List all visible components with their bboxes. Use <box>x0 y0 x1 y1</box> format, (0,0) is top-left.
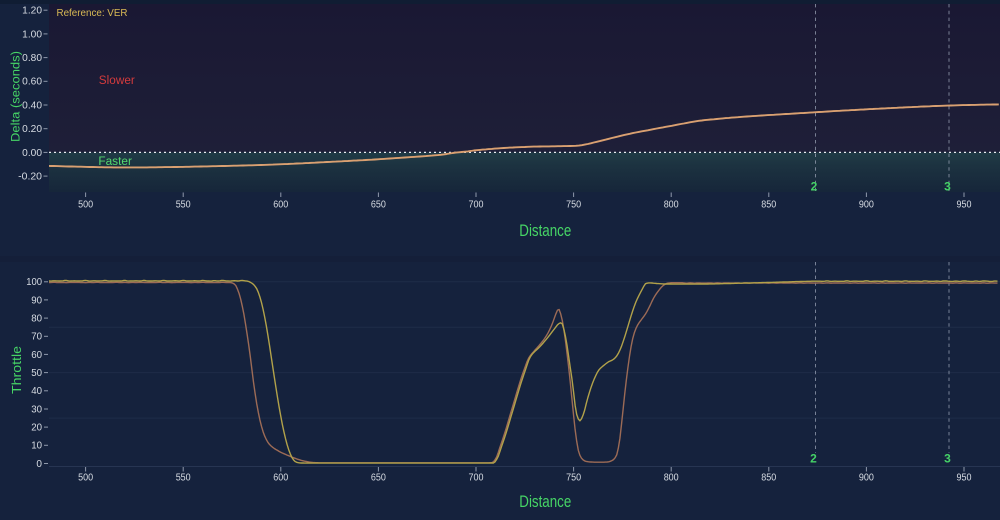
svg-text:30: 30 <box>31 404 42 415</box>
svg-text:Delta (seconds): Delta (seconds) <box>11 51 23 142</box>
svg-text:50: 50 <box>31 368 42 379</box>
svg-text:550: 550 <box>176 472 191 483</box>
svg-text:850: 850 <box>761 472 776 483</box>
svg-text:2: 2 <box>810 452 817 466</box>
svg-text:100: 100 <box>26 277 42 288</box>
svg-text:0.60: 0.60 <box>22 77 42 88</box>
svg-text:900: 900 <box>859 472 874 483</box>
svg-text:60: 60 <box>31 350 42 361</box>
svg-text:800: 800 <box>664 472 679 483</box>
svg-text:950: 950 <box>957 199 972 210</box>
svg-text:20: 20 <box>31 423 42 434</box>
svg-text:0.40: 0.40 <box>22 100 42 111</box>
svg-text:80: 80 <box>31 314 42 325</box>
svg-text:Reference: VER: Reference: VER <box>57 8 128 19</box>
svg-text:600: 600 <box>273 199 288 210</box>
svg-text:10: 10 <box>31 441 42 452</box>
svg-text:0.80: 0.80 <box>22 53 42 64</box>
svg-text:500: 500 <box>78 472 93 483</box>
svg-text:700: 700 <box>469 472 484 483</box>
svg-text:Throttle: Throttle <box>10 346 24 394</box>
svg-text:Faster: Faster <box>98 156 132 168</box>
svg-text:500: 500 <box>78 199 93 210</box>
svg-text:3: 3 <box>944 452 951 466</box>
svg-text:700: 700 <box>469 199 484 210</box>
svg-text:600: 600 <box>273 472 288 483</box>
svg-text:-0.20: -0.20 <box>18 172 42 183</box>
svg-text:0.00: 0.00 <box>22 148 42 159</box>
svg-text:40: 40 <box>31 386 42 397</box>
svg-text:0.20: 0.20 <box>22 124 42 135</box>
svg-text:2: 2 <box>811 180 818 194</box>
svg-text:Distance: Distance <box>519 222 571 240</box>
svg-text:650: 650 <box>371 199 386 210</box>
svg-text:1.20: 1.20 <box>22 6 42 17</box>
svg-text:550: 550 <box>176 199 191 210</box>
svg-text:Slower: Slower <box>99 75 135 87</box>
svg-text:650: 650 <box>371 472 386 483</box>
svg-text:Distance: Distance <box>519 493 571 511</box>
svg-text:950: 950 <box>957 472 972 483</box>
svg-text:90: 90 <box>31 295 42 306</box>
svg-text:750: 750 <box>566 472 581 483</box>
svg-text:3: 3 <box>944 180 951 194</box>
svg-text:900: 900 <box>859 199 874 210</box>
svg-text:70: 70 <box>31 332 42 343</box>
svg-text:850: 850 <box>761 199 776 210</box>
svg-text:1.00: 1.00 <box>22 29 42 40</box>
svg-text:0: 0 <box>36 459 42 470</box>
svg-text:750: 750 <box>566 199 581 210</box>
svg-text:800: 800 <box>664 199 679 210</box>
